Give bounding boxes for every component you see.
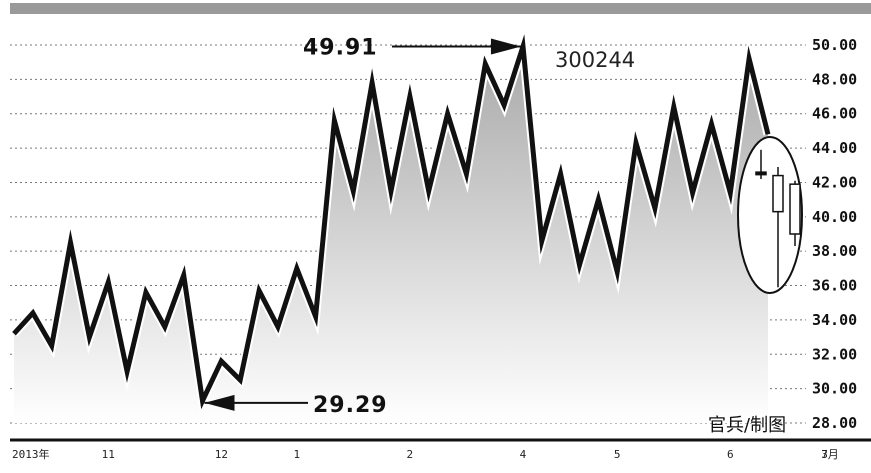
price-line-group	[10, 24, 773, 417]
y-tick-label: 30.00	[812, 380, 857, 398]
x-tick-label: 12	[215, 448, 228, 461]
x-tick-label: 2013年	[12, 447, 50, 461]
x-tick-label: 11	[102, 448, 115, 461]
candlestick-inset	[737, 136, 803, 294]
top-bar	[10, 3, 871, 14]
low-price-arrow-head	[204, 394, 235, 411]
x-tick-label: 3月	[821, 448, 839, 461]
credit-label: 官兵/制图	[708, 415, 786, 436]
y-tick-label: 28.00	[812, 414, 857, 432]
high-price-arrow-head	[490, 38, 521, 55]
price-area	[14, 46, 768, 423]
y-tick-label: 34.00	[812, 311, 857, 329]
candle-body	[772, 174, 784, 213]
y-tick-label: 36.00	[812, 277, 857, 295]
x-tick-label: 5	[614, 448, 621, 461]
x-tick-label: 2	[407, 448, 414, 461]
x-tick-label: 6	[727, 448, 734, 461]
y-tick-label: 44.00	[812, 139, 857, 157]
high-price-label: 49.91	[303, 36, 378, 61]
y-tick-label: 46.00	[812, 105, 857, 123]
y-axis: 28.00 30.00 32.00 34.00 36.00 38.00 40.00 42.00…	[812, 36, 857, 432]
y-tick-label: 48.00	[812, 70, 857, 88]
y-tick-label: 50.00	[812, 36, 857, 54]
x-axis: 2013年 11 12 1 2 4 5 6 73月	[12, 447, 839, 461]
y-tick-label: 38.00	[812, 242, 857, 260]
candle-ellipse	[737, 136, 803, 294]
candle-body	[755, 171, 767, 176]
y-tick-label: 40.00	[812, 208, 857, 226]
y-tick-label: 42.00	[812, 173, 857, 191]
x-tick-label: 7	[821, 448, 828, 461]
annotations: 49.91 29.29	[204, 36, 521, 418]
x-tick-label: 4	[520, 448, 527, 461]
x-tick-label: 1	[293, 448, 300, 461]
y-tick-label: 32.00	[812, 345, 857, 363]
candle-body	[789, 183, 801, 235]
price-line	[12, 34, 771, 410]
low-price-label: 29.29	[313, 393, 388, 418]
chart-title: 300244	[555, 48, 635, 72]
